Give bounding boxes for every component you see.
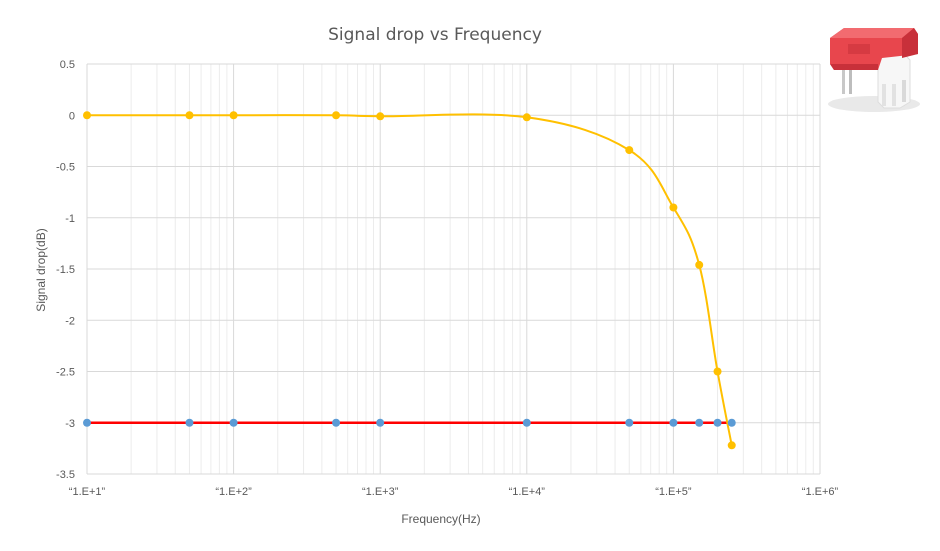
- x-tick-label: “1.E+5”: [655, 486, 692, 498]
- data-point: [713, 367, 722, 376]
- data-point: [185, 111, 194, 120]
- chart-title: Signal drop vs Frequency: [328, 25, 542, 45]
- data-point: [713, 418, 722, 427]
- x-axis-label: Frequency(Hz): [401, 512, 480, 526]
- x-tick-label: “1.E+3”: [362, 486, 399, 498]
- data-point: [376, 112, 385, 121]
- y-tick-label: 0.5: [60, 59, 75, 71]
- data-point: [669, 203, 678, 212]
- y-tick-label: 0: [69, 110, 75, 122]
- data-point: [332, 111, 341, 120]
- data-point: [229, 111, 238, 120]
- data-point: [522, 113, 531, 122]
- y-tick-label: -1: [65, 213, 75, 225]
- y-tick-label: -3: [65, 418, 75, 430]
- data-point: [727, 441, 736, 450]
- data-point: [669, 418, 678, 427]
- y-tick-label: -0.5: [56, 162, 75, 174]
- series-line: [87, 113, 733, 446]
- y-axis-label: Signal drop(dB): [34, 228, 48, 311]
- x-tick-label: “1.E+2”: [215, 486, 252, 498]
- data-point: [83, 111, 91, 120]
- y-tick-label: -2.5: [56, 367, 75, 379]
- data-point: [727, 418, 736, 427]
- chart-grid: [86, 63, 821, 475]
- data-point: [229, 418, 238, 427]
- x-tick-labels: “1.E+1” “1.E+2” “1.E+3” “1.E+4” “1.E+5” “1.E+…: [69, 486, 839, 498]
- data-point: [83, 418, 91, 427]
- data-point: [695, 260, 704, 269]
- x-tick-label: “1.E+6”: [802, 486, 839, 498]
- data-point: [376, 418, 385, 427]
- data-point: [185, 418, 194, 427]
- data-point: [625, 146, 634, 155]
- y-tick-label: -2: [65, 315, 75, 327]
- x-tick-label: “1.E+4”: [509, 486, 546, 498]
- data-point: [522, 418, 531, 427]
- y-tick-label: -3.5: [56, 469, 75, 481]
- red-component-icon: [822, 18, 922, 116]
- x-tick-label: “1.E+1”: [69, 486, 106, 498]
- y-tick-label: -1.5: [56, 264, 75, 276]
- chart-series: [83, 111, 736, 450]
- data-point: [695, 418, 704, 427]
- y-tick-labels: 0.5 0 -0.5 -1 -1.5 -2 -2.5 -3 -3.5: [56, 59, 75, 481]
- data-point: [332, 418, 341, 427]
- data-point: [625, 418, 634, 427]
